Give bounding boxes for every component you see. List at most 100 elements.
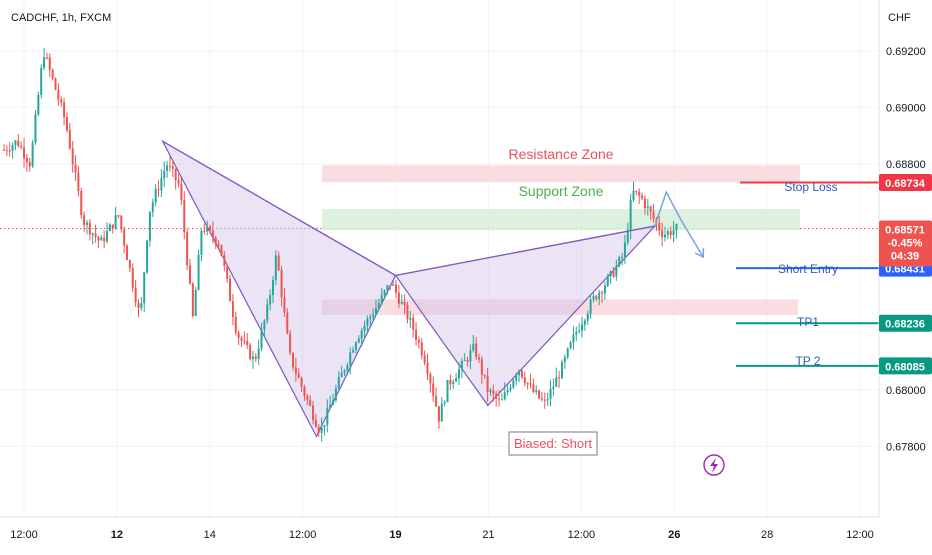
- candle-body: [529, 383, 532, 385]
- candle-body: [91, 233, 94, 235]
- candle-body: [601, 292, 604, 294]
- candle-body: [332, 399, 335, 405]
- price-axis[interactable]: CHF 0.692000.690000.688000.680000.67800 …: [878, 0, 932, 517]
- candle-body: [595, 295, 598, 300]
- candle-body: [94, 233, 97, 237]
- candle-body: [377, 302, 380, 309]
- harmonic-pattern[interactable]: [161, 139, 657, 438]
- candle-body: [483, 374, 486, 377]
- candle-body: [191, 283, 194, 316]
- price-tag-text: 0.68085: [885, 361, 925, 373]
- y-tick-label: 0.68800: [886, 159, 926, 171]
- candle-body: [612, 271, 615, 277]
- candle-body: [209, 226, 212, 231]
- candle-body: [357, 338, 360, 343]
- candle-body: [57, 89, 60, 100]
- candle-body: [586, 313, 589, 321]
- candle-body: [457, 369, 460, 379]
- candle-body: [632, 190, 635, 201]
- candle-body: [500, 399, 503, 401]
- candle-body: [60, 99, 63, 103]
- candle-body: [309, 399, 312, 406]
- candles-layer: [3, 48, 678, 442]
- candle-body: [649, 206, 652, 212]
- x-tick-label: 12:00: [568, 529, 596, 541]
- level-label: Stop Loss: [784, 180, 837, 194]
- candle-body: [675, 223, 678, 231]
- candle-body: [194, 289, 197, 316]
- candle-body: [349, 352, 352, 366]
- lightning-icon-bolt: [710, 458, 718, 473]
- candle-body: [71, 148, 74, 165]
- candle-body: [437, 406, 440, 422]
- candle-body: [395, 284, 398, 293]
- candle-body: [25, 158, 28, 163]
- support-zone-label: Support Zone: [519, 183, 604, 199]
- candle-body: [652, 211, 655, 219]
- candle-body: [569, 342, 572, 349]
- candle-body: [406, 305, 409, 320]
- candle-body: [658, 222, 661, 231]
- candle-body: [260, 329, 263, 349]
- candle-body: [589, 299, 592, 314]
- candle-body: [34, 114, 37, 143]
- candle-body: [292, 352, 295, 368]
- candle-body: [68, 130, 71, 149]
- price-levels[interactable]: Stop Loss Short Entry TP1 TP 2: [736, 180, 879, 368]
- candle-body: [223, 255, 226, 266]
- candle-body: [23, 147, 26, 159]
- projection-line[interactable]: [654, 190, 704, 258]
- zones-layer: [322, 165, 800, 316]
- candle-body: [435, 395, 438, 407]
- candle-body: [646, 206, 649, 209]
- candle-body: [397, 292, 400, 304]
- candle-body: [666, 231, 669, 235]
- candle-body: [581, 324, 584, 331]
- candle-body: [460, 361, 463, 370]
- candle-body: [558, 377, 561, 379]
- candle-body: [609, 271, 612, 277]
- candle-body: [246, 340, 249, 345]
- candle-body: [592, 295, 595, 300]
- candle-body: [635, 190, 638, 192]
- candle-body: [354, 342, 357, 351]
- candle-body: [661, 230, 664, 238]
- level-label: TP1: [797, 315, 819, 329]
- lightning-icon[interactable]: [703, 454, 725, 476]
- candle-body: [549, 388, 552, 400]
- time-axis[interactable]: 12:00 12 14 12:00 19 21 12:00 26 28 12:00: [0, 516, 879, 541]
- candle-body: [134, 287, 137, 303]
- candle-body: [598, 292, 601, 300]
- candle-body: [111, 224, 114, 229]
- candle-body: [217, 244, 220, 246]
- candle-body: [360, 330, 363, 339]
- candle-body: [518, 370, 521, 376]
- candle-body: [643, 198, 646, 209]
- current-price-tag-text: -0.45%: [888, 238, 923, 250]
- candle-body: [154, 189, 157, 203]
- chart-title: CADCHF, 1h, FXCM: [11, 12, 111, 24]
- candle-body: [126, 245, 129, 261]
- zone-rect: [322, 209, 800, 231]
- candle-body: [5, 149, 8, 151]
- candle-body: [160, 178, 163, 191]
- projection-path[interactable]: [654, 190, 705, 259]
- candle-body: [317, 426, 320, 433]
- candle-body: [535, 390, 538, 392]
- candle-body: [114, 215, 117, 229]
- candle-body: [140, 303, 143, 309]
- candle-body: [289, 333, 292, 353]
- candle-body: [266, 304, 269, 321]
- candle-body: [489, 390, 492, 393]
- candle-body: [486, 376, 489, 393]
- candle-body: [200, 230, 203, 255]
- candle-body: [77, 172, 80, 192]
- candle-body: [469, 350, 472, 362]
- candle-body: [297, 373, 300, 378]
- price-tag-text: 0.68734: [885, 178, 926, 190]
- price-tag: [879, 314, 932, 332]
- price-tag-text: 0.68431: [885, 264, 925, 276]
- candle-body: [237, 332, 240, 338]
